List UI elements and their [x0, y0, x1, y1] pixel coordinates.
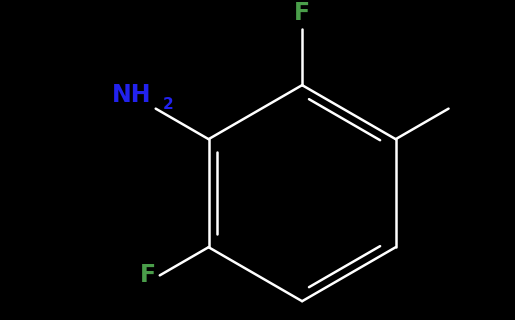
Text: F: F	[140, 263, 156, 287]
Text: F: F	[294, 1, 310, 25]
Text: NH: NH	[111, 83, 151, 107]
Text: 2: 2	[163, 97, 174, 112]
